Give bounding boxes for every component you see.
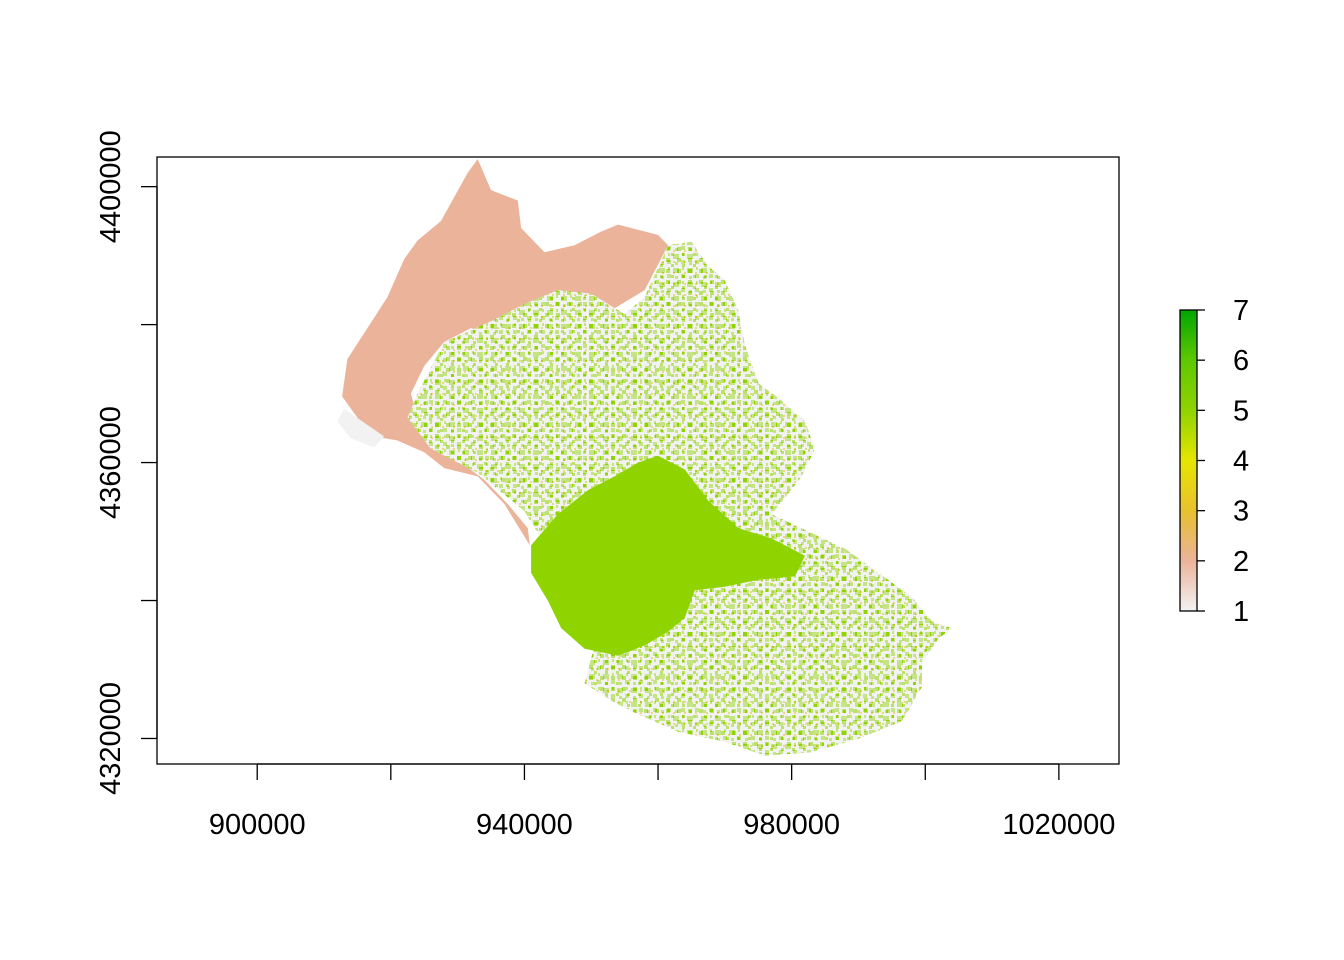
x-axis: 900000 940000 980000 1020000 [209, 763, 1115, 841]
raster-region-class-5 [531, 455, 805, 656]
x-axis-tick-label: 980000 [743, 809, 840, 841]
legend-color-bar [1179, 309, 1198, 612]
x-axis-tick-label: 1020000 [1002, 809, 1115, 841]
y-axis-tick-label: 4360000 [95, 406, 127, 519]
x-axis-tick-label: 940000 [476, 809, 573, 841]
y-axis-tick-label: 4400000 [95, 130, 127, 243]
y-axis-tick-label: 4320000 [95, 682, 127, 795]
map-raster [337, 159, 952, 756]
x-axis-tick-label: 900000 [209, 809, 306, 841]
legend-tick-label: 6 [1233, 345, 1249, 377]
raster-region-class-1 [337, 408, 385, 448]
legend-tick-label: 1 [1233, 596, 1249, 628]
legend-tick-label: 3 [1233, 496, 1249, 528]
legend-tick-label: 5 [1233, 395, 1249, 427]
legend: 1 2 3 4 5 6 7 [1179, 295, 1249, 628]
legend-tick-label: 4 [1233, 446, 1249, 478]
raster-region-class-2 [342, 159, 669, 546]
y-axis: 4320000 4360000 4400000 [95, 130, 158, 795]
legend-tick-label: 7 [1233, 295, 1249, 327]
legend-tick-label: 2 [1233, 546, 1249, 578]
